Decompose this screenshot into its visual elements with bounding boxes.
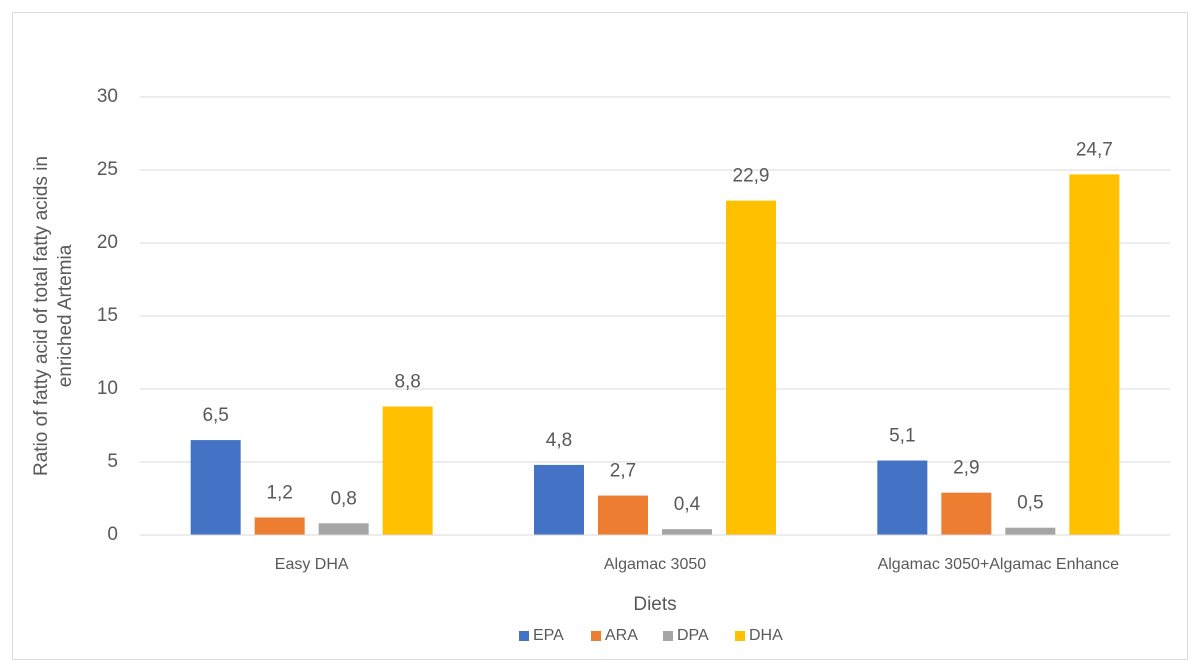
legend-label: ARA [605,627,638,644]
legend-swatch [735,631,745,641]
x-axis-label: Diets [633,594,676,615]
y-tick-label: 5 [107,451,118,472]
data-label: 0,4 [674,494,701,515]
bar [941,492,992,535]
bar [662,529,712,535]
bar [1005,527,1056,535]
data-label: 1,2 [266,482,292,503]
y-axis-label: enriched Artemia [55,244,76,387]
data-label: 2,7 [610,461,636,482]
x-tick-label: Easy DHA [275,556,349,573]
data-label: 22,9 [733,166,770,187]
y-tick-label: 15 [97,305,118,326]
y-tick-label: 25 [97,159,118,180]
legend-swatch [591,631,601,641]
y-tick-label: 10 [97,378,118,399]
bar [190,440,241,535]
data-label: 24,7 [1076,139,1113,160]
bar [534,464,584,535]
y-axis-label: Ratio of fatty acid of total fatty acids… [31,156,52,476]
y-tick-label: 30 [97,86,118,107]
bar [318,523,369,535]
data-label: 0,8 [330,488,356,509]
data-label: 8,8 [394,372,420,393]
legend-swatch [519,631,529,641]
bar [877,460,928,535]
legend-label: DHA [749,627,783,644]
bar [1069,174,1120,535]
legend-label: DPA [677,627,709,644]
y-tick-label: 0 [107,524,118,545]
data-label: 4,8 [546,430,572,451]
data-label: 6,5 [202,405,228,426]
chart-frame [12,12,1188,660]
bar [254,517,305,535]
data-label: 2,9 [953,458,979,479]
bar [726,200,776,535]
data-label: 5,1 [889,426,915,447]
x-tick-label: Algamac 3050 [604,556,706,573]
y-tick-label: 20 [97,232,118,253]
bar [382,406,433,535]
x-tick-label: Algamac 3050+Algamac Enhance [878,556,1120,573]
bar [598,495,648,535]
legend-label: EPA [533,627,564,644]
data-label: 0,5 [1017,493,1043,514]
legend-swatch [663,631,673,641]
